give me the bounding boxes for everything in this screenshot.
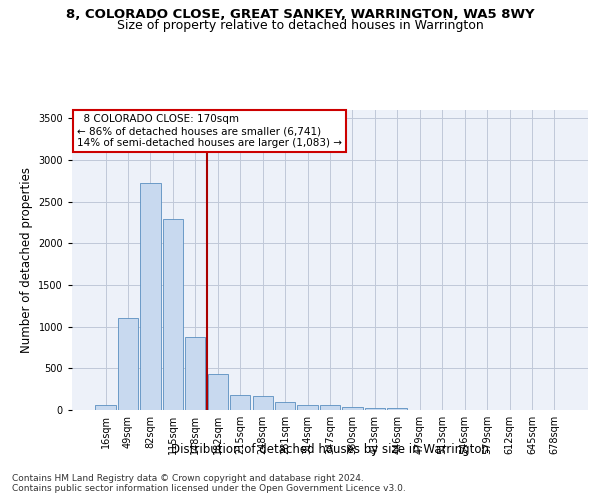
Text: Contains HM Land Registry data © Crown copyright and database right 2024.: Contains HM Land Registry data © Crown c… <box>12 474 364 483</box>
Text: Size of property relative to detached houses in Warrington: Size of property relative to detached ho… <box>116 18 484 32</box>
Bar <box>230 396 250 410</box>
Bar <box>365 408 385 410</box>
Bar <box>275 402 295 410</box>
Bar <box>163 219 183 410</box>
Bar <box>118 318 138 410</box>
Y-axis label: Number of detached properties: Number of detached properties <box>20 167 32 353</box>
Bar <box>298 404 317 410</box>
Text: Contains public sector information licensed under the Open Government Licence v3: Contains public sector information licen… <box>12 484 406 493</box>
Bar <box>185 336 205 410</box>
Bar <box>387 408 407 410</box>
Text: 8, COLORADO CLOSE, GREAT SANKEY, WARRINGTON, WA5 8WY: 8, COLORADO CLOSE, GREAT SANKEY, WARRING… <box>65 8 535 20</box>
Text: Distribution of detached houses by size in Warrington: Distribution of detached houses by size … <box>171 442 489 456</box>
Bar <box>95 406 116 410</box>
Bar <box>253 396 273 410</box>
Bar <box>140 182 161 410</box>
Bar <box>208 374 228 410</box>
Bar <box>343 406 362 410</box>
Bar <box>320 406 340 410</box>
Text: 8 COLORADO CLOSE: 170sqm
← 86% of detached houses are smaller (6,741)
14% of sem: 8 COLORADO CLOSE: 170sqm ← 86% of detach… <box>77 114 342 148</box>
